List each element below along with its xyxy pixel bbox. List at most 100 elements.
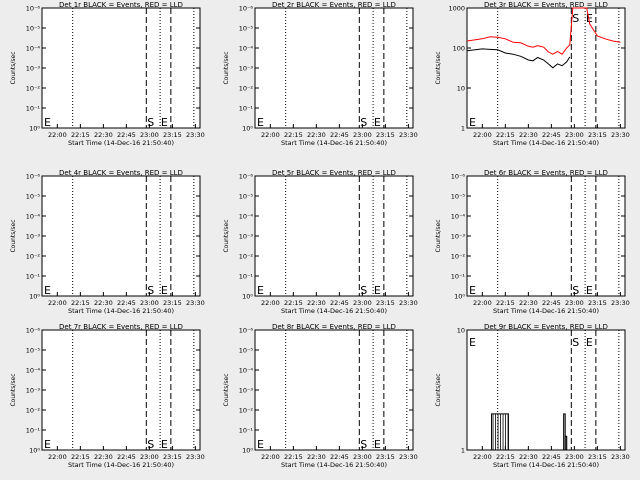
x-tick-label: 22:45 bbox=[117, 453, 136, 461]
x-axis-label: Start Time (14-Dec-16 21:50:40) bbox=[68, 461, 174, 469]
y-tick-label: 1000 bbox=[448, 5, 465, 13]
x-tick-label: 22:45 bbox=[330, 131, 349, 139]
marker-s: S bbox=[572, 284, 579, 297]
y-axis-label: Counts/sec bbox=[10, 51, 17, 84]
y-axis-label: Counts/sec bbox=[435, 373, 442, 406]
panel-det-7: Det 7r BLACK = Events, RED = LLD Counts/s… bbox=[10, 323, 205, 469]
x-tick-label: 23:30 bbox=[611, 131, 630, 139]
plot-area bbox=[466, 7, 626, 129]
y-tick-label: 10⁻² bbox=[26, 407, 41, 415]
x-tick-label: 22:15 bbox=[496, 299, 515, 307]
x-tick-label: 23:30 bbox=[186, 131, 205, 139]
plot-area bbox=[466, 329, 626, 451]
x-tick-label: 22:00 bbox=[473, 299, 492, 307]
x-tick-label: 23:00 bbox=[140, 453, 159, 461]
y-tick-label: 10⁻⁴ bbox=[239, 45, 254, 53]
x-tick-label: 22:15 bbox=[284, 453, 303, 461]
y-tick-label: 10⁻⁵ bbox=[26, 25, 41, 33]
y-tick-label: 1 bbox=[461, 125, 465, 133]
y-tick-label: 10⁰ bbox=[242, 125, 253, 133]
marker-e: E bbox=[161, 116, 168, 129]
x-tick-label: 22:30 bbox=[307, 453, 326, 461]
panel-title: Det 9r BLACK = Events, RED = LLD bbox=[484, 323, 608, 331]
y-axis-label: Counts/sec bbox=[223, 51, 230, 84]
marker-e: E bbox=[586, 12, 593, 25]
y-tick-label: 10⁻⁴ bbox=[451, 213, 466, 221]
x-tick-label: 22:00 bbox=[48, 453, 67, 461]
y-tick-label: 10⁻¹ bbox=[239, 273, 254, 281]
x-tick-label: 23:30 bbox=[399, 299, 418, 307]
y-axis-label: Counts/sec bbox=[10, 373, 17, 406]
x-tick-label: 22:45 bbox=[117, 299, 136, 307]
panel-title: Det 4r BLACK = Events, RED = LLD bbox=[59, 169, 183, 177]
x-tick-label: 23:15 bbox=[163, 131, 182, 139]
x-tick-label: 23:30 bbox=[399, 131, 418, 139]
y-tick-label: 10⁻⁴ bbox=[239, 213, 254, 221]
y-tick-label: 1 bbox=[461, 447, 465, 455]
y-tick-label: 10⁻⁶ bbox=[239, 5, 254, 13]
y-tick-label: 10⁻⁵ bbox=[26, 193, 41, 201]
x-tick-label: 22:00 bbox=[48, 131, 67, 139]
x-tick-label: 22:00 bbox=[473, 453, 492, 461]
y-tick-label: 10 bbox=[457, 85, 465, 93]
marker-s: S bbox=[360, 116, 367, 129]
panel-title: Det 2r BLACK = Events, RED = LLD bbox=[272, 1, 396, 9]
y-tick-label: 10⁻⁴ bbox=[26, 45, 41, 53]
x-tick-label: 23:30 bbox=[611, 453, 630, 461]
y-tick-label: 10⁻⁶ bbox=[239, 327, 254, 335]
y-tick-label: 10⁻⁶ bbox=[451, 173, 466, 181]
y-axis-label: Counts/sec bbox=[435, 51, 442, 84]
marker-e-left: E bbox=[469, 284, 476, 297]
x-tick-label: 22:45 bbox=[117, 131, 136, 139]
y-tick-label: 10⁻² bbox=[239, 85, 254, 93]
x-tick-label: 22:00 bbox=[261, 453, 280, 461]
x-tick-label: 22:15 bbox=[496, 453, 515, 461]
x-tick-label: 22:30 bbox=[94, 131, 113, 139]
x-tick-label: 22:15 bbox=[496, 131, 515, 139]
x-tick-label: 23:15 bbox=[376, 299, 395, 307]
x-tick-label: 22:00 bbox=[48, 299, 67, 307]
y-tick-label: 10⁻² bbox=[451, 253, 466, 261]
y-tick-label: 10⁻⁶ bbox=[26, 173, 41, 181]
marker-s: S bbox=[572, 12, 579, 25]
y-axis-label: Counts/sec bbox=[10, 219, 17, 252]
marker-s: S bbox=[360, 438, 367, 451]
x-tick-label: 22:15 bbox=[71, 453, 90, 461]
y-tick-label: 10⁰ bbox=[454, 293, 465, 301]
marker-s: S bbox=[572, 336, 579, 349]
x-tick-label: 22:45 bbox=[330, 299, 349, 307]
y-tick-label: 10⁻³ bbox=[239, 387, 254, 395]
plot-area bbox=[41, 175, 201, 297]
x-tick-label: 22:45 bbox=[542, 299, 561, 307]
panel-det-5: Det 5r BLACK = Events, RED = LLD Counts/s… bbox=[223, 169, 418, 315]
x-tick-label: 22:00 bbox=[261, 131, 280, 139]
x-axis-label: Start Time (14-Dec-16 21:50:40) bbox=[281, 307, 387, 315]
y-tick-label: 10⁻⁶ bbox=[26, 5, 41, 13]
y-tick-label: 10⁻² bbox=[239, 407, 254, 415]
y-tick-label: 10⁻¹ bbox=[451, 273, 466, 281]
marker-e: E bbox=[586, 284, 593, 297]
x-tick-label: 22:30 bbox=[519, 453, 538, 461]
y-tick-label: 10⁰ bbox=[29, 293, 40, 301]
x-tick-label: 22:30 bbox=[519, 299, 538, 307]
panel-det-3: Det 3r BLACK = Events, RED = LLD Counts/s… bbox=[435, 1, 630, 147]
x-axis-label: Start Time (14-Dec-16 21:50:40) bbox=[68, 139, 174, 147]
x-tick-label: 23:15 bbox=[163, 299, 182, 307]
plot-area bbox=[41, 329, 201, 451]
y-tick-label: 10⁻¹ bbox=[26, 427, 41, 435]
x-axis-label: Start Time (14-Dec-16 21:50:40) bbox=[493, 139, 599, 147]
marker-s: S bbox=[147, 438, 154, 451]
marker-e: E bbox=[374, 438, 381, 451]
y-tick-label: 10⁻¹ bbox=[239, 427, 254, 435]
y-axis-label: Counts/sec bbox=[435, 219, 442, 252]
x-axis-label: Start Time (14-Dec-16 21:50:40) bbox=[281, 139, 387, 147]
x-tick-label: 23:30 bbox=[186, 453, 205, 461]
y-tick-label: 10 bbox=[457, 327, 465, 335]
x-tick-label: 22:30 bbox=[307, 299, 326, 307]
marker-e: E bbox=[374, 284, 381, 297]
y-tick-label: 10⁻¹ bbox=[26, 105, 41, 113]
x-tick-label: 22:45 bbox=[542, 131, 561, 139]
y-tick-label: 10⁻² bbox=[26, 85, 41, 93]
plot-area bbox=[41, 7, 201, 129]
